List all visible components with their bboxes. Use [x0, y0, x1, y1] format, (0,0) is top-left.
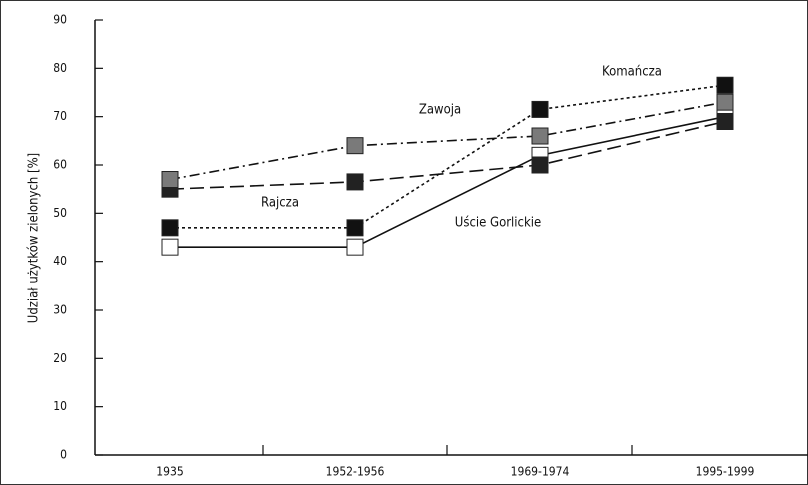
series-line	[169, 120, 726, 190]
series-line	[170, 115, 726, 248]
series-line	[170, 84, 726, 229]
y-tick-label: 60	[53, 158, 67, 172]
marker	[531, 156, 549, 174]
y-tick-label: 40	[53, 254, 67, 268]
y-tick-label: 0	[60, 448, 67, 462]
y-tick-label: 30	[53, 303, 67, 317]
y-tick-label: 10	[53, 399, 67, 413]
marker	[716, 93, 734, 111]
marker	[716, 113, 734, 130]
series-label: Zawoja	[419, 103, 461, 118]
marker	[161, 171, 179, 188]
marker	[716, 76, 734, 94]
y-tick-label: 80	[53, 61, 67, 75]
marker	[346, 219, 364, 237]
marker	[161, 219, 179, 237]
marker	[531, 127, 549, 145]
x-tick-label: 1995-1999	[696, 465, 755, 479]
marker	[346, 173, 364, 191]
marker	[346, 137, 364, 155]
y-tick-label: 90	[53, 13, 67, 27]
series-label: Uście Gorlickie	[455, 216, 541, 231]
marker	[161, 238, 179, 256]
marker	[531, 100, 549, 118]
y-axis-label: Udział użytków zielonych [%]	[27, 153, 42, 324]
y-tick-label: 20	[53, 351, 67, 365]
x-tick-label: 1969-1974	[511, 465, 570, 479]
x-tick-label: 1952-1956	[326, 465, 385, 479]
y-tick-label: 50	[53, 206, 67, 220]
series-label: Komańcza	[602, 65, 662, 80]
marker	[346, 238, 364, 256]
y-tick-label: 70	[53, 109, 67, 123]
x-tick-label: 1935	[156, 465, 183, 479]
series-line	[169, 101, 726, 181]
series-label: Rajcza	[261, 196, 299, 211]
